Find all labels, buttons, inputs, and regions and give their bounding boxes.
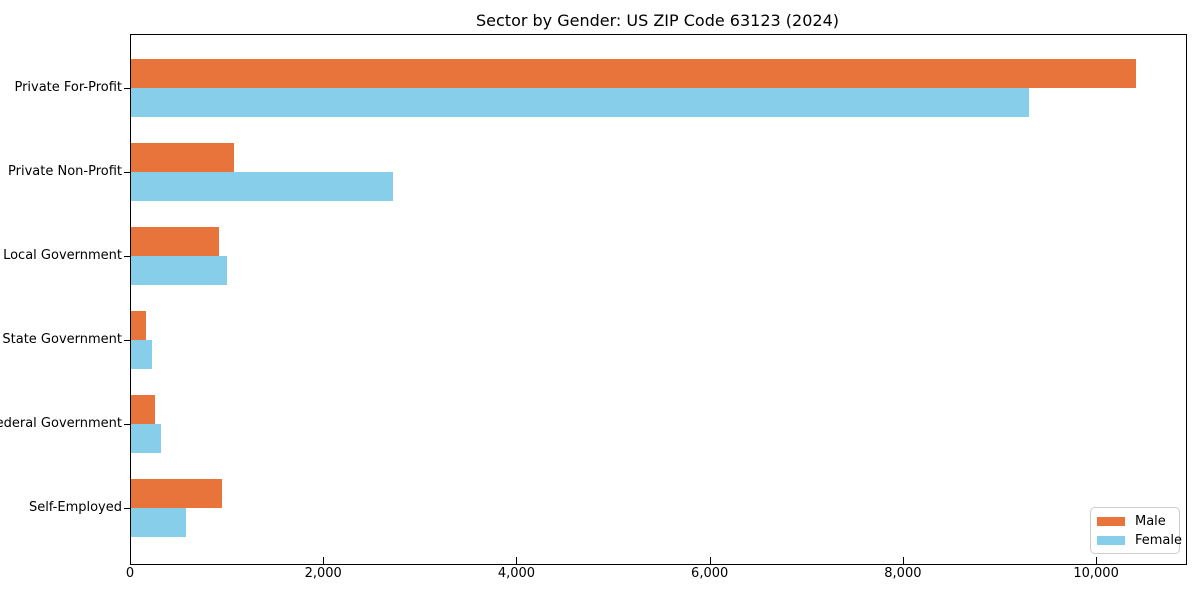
category-label: Local Government [3,248,122,263]
bar-female [131,340,153,369]
plot-area [130,34,1187,565]
legend-entry-male: Male [1097,515,1173,528]
y-tick-mark [124,172,130,173]
bar-male [131,143,235,172]
y-tick-mark [124,256,130,257]
legend: Male Female [1090,507,1182,554]
category-label: Private For-Profit [14,80,122,95]
y-tick-mark [124,340,130,341]
bar-male [131,311,147,340]
x-tick-mark [130,557,131,564]
bar-female [131,508,187,537]
x-tick-label: 6,000 [691,566,729,581]
legend-label-male: Male [1135,513,1166,529]
male-series-swatch [1097,516,1125,526]
legend-label-female: Female [1135,532,1183,548]
female-series-swatch [1097,535,1125,545]
y-tick-mark [124,88,130,89]
category-label: State Government [2,332,122,347]
bar-female [131,256,227,285]
bar-male [131,479,222,508]
x-tick-label: 8,000 [884,566,922,581]
legend-entry-female: Female [1097,534,1182,547]
x-tick-label: 0 [125,566,135,581]
bar-male [131,395,156,424]
x-tick-mark [709,557,711,564]
category-label: Private Non-Profit [8,164,122,179]
y-tick-mark [124,424,130,425]
category-label: Federal Government [0,416,122,431]
chart-title: Sector by Gender: US ZIP Code 63123 (202… [476,11,839,30]
x-tick-label: 4,000 [497,566,536,581]
bar-male [131,59,1136,88]
x-tick-mark [323,557,325,564]
y-tick-mark [124,508,130,509]
bar-female [131,424,161,453]
x-tick-mark [902,557,904,564]
x-tick-mark [1096,557,1098,564]
bar-female [131,172,393,201]
bar-male [131,227,219,256]
category-label: Self-Employed [28,500,122,515]
x-tick-label: 2,000 [304,566,342,581]
x-tick-label: 10,000 [1073,566,1119,581]
bar-female [131,88,1030,117]
x-tick-mark [516,557,518,564]
